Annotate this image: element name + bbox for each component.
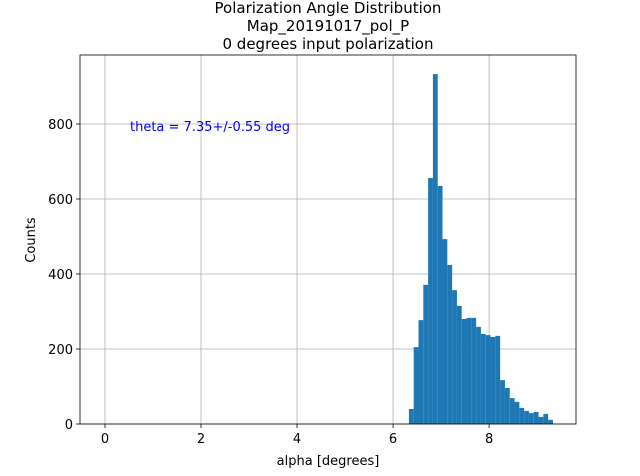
y-tick-label: 600 [48,193,73,208]
y-tick-label: 400 [48,268,73,283]
y-tick-label: 800 [48,118,73,133]
annotation: theta = 7.35+/-0.55 deg [130,120,290,135]
x-tick-label: 0 [101,432,109,447]
bar [533,412,539,424]
x-axis-label: alpha [degrees] [277,454,380,469]
bar [471,317,477,424]
chart-subtitle: 0 degrees input polarization [222,35,433,53]
bar [519,407,525,424]
bar [428,178,433,424]
x-tick-label: 2 [197,432,205,447]
bar [452,290,457,424]
x-tick-label: 4 [293,432,301,447]
bar [432,74,438,424]
y-axis-label: Counts [24,217,39,263]
bar [524,410,529,424]
bar [476,326,481,424]
bar [514,401,520,424]
bar [509,398,515,424]
bar [437,185,443,424]
y-tick-label: 0 [65,418,73,433]
bar [413,347,419,424]
bar [543,413,549,424]
x-tick-label: 8 [485,432,493,447]
bar [485,335,491,424]
bar [538,416,544,424]
bar [480,334,486,424]
chart-subtitle: Map_20191017_pol_P [247,17,409,36]
plot-frame [79,54,577,425]
y-tick-label: 200 [48,343,73,358]
bar [423,284,429,424]
chart-title: Polarization Angle Distribution [215,0,442,17]
bar [500,380,505,424]
bar [418,320,424,424]
bar [528,413,534,424]
bar [504,388,510,424]
bar [495,335,501,424]
x-tick-label: 6 [389,432,397,447]
bar [548,419,553,424]
bar [456,305,462,424]
bar [408,409,414,424]
bar [490,337,496,424]
bar [466,317,472,424]
bar [442,239,448,424]
bar [447,265,453,424]
bar [461,319,467,424]
